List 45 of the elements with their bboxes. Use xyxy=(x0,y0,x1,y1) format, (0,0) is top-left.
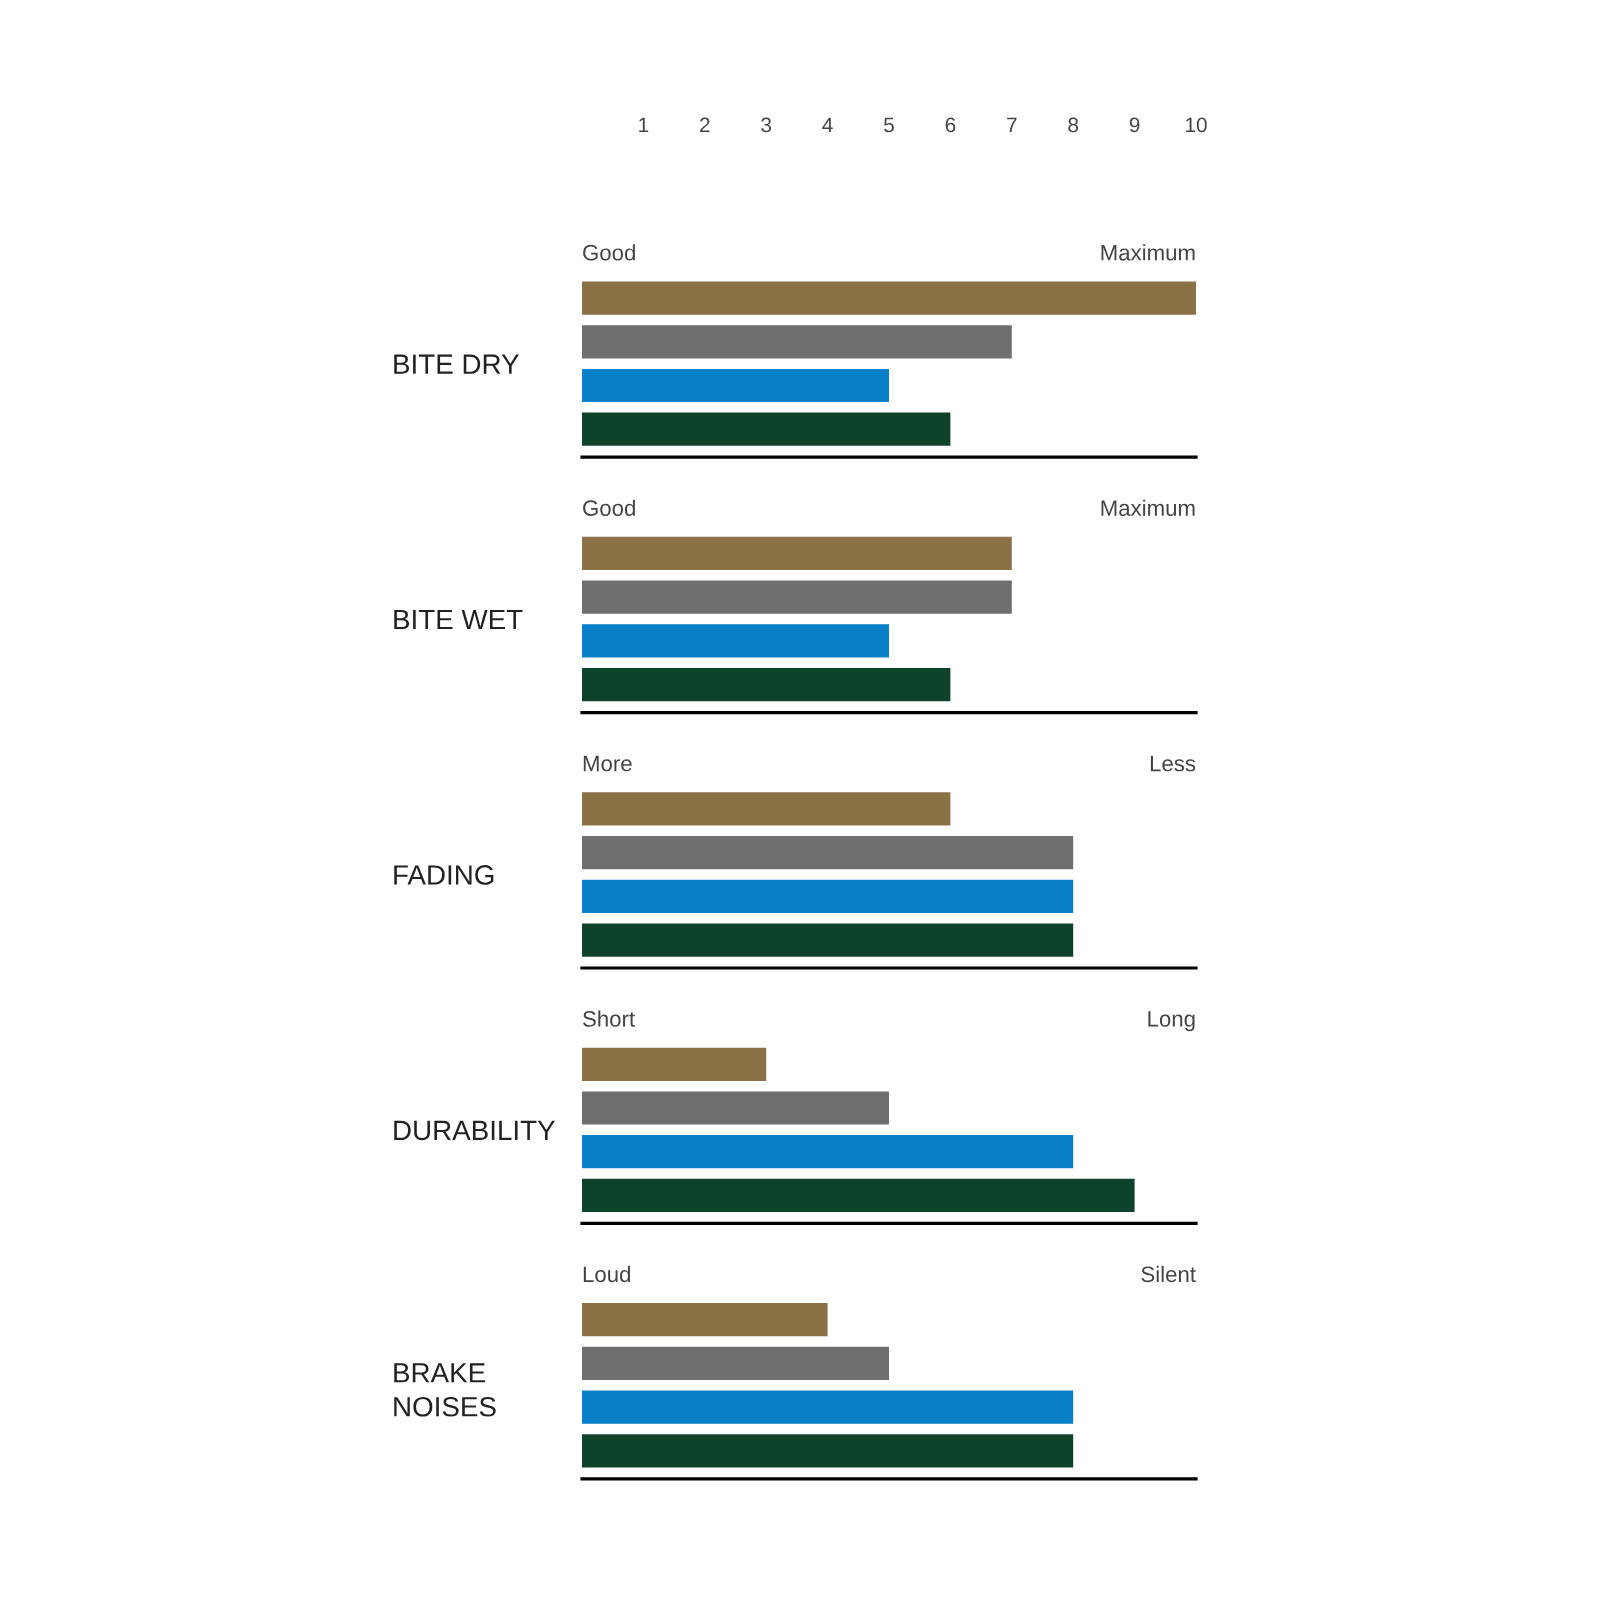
bar xyxy=(582,792,951,826)
annotation: Less xyxy=(1150,755,1196,772)
bar xyxy=(582,1135,1074,1169)
y-tick-label: FADING xyxy=(394,865,494,885)
bar xyxy=(582,1178,1135,1213)
bar xyxy=(582,536,1012,571)
y-tick-label: BRAKE NOISES xyxy=(394,1363,496,1417)
bar xyxy=(582,580,1012,614)
bar xyxy=(582,1303,828,1337)
bar xyxy=(582,835,1074,870)
y-tick-label: DURABILITY xyxy=(394,1120,555,1141)
bar xyxy=(582,325,1012,359)
bar xyxy=(582,1434,1074,1468)
bar xyxy=(582,281,1196,315)
bar xyxy=(582,923,1074,957)
x-tick-label: 7 xyxy=(1007,117,1017,133)
x-tick-label: 4 xyxy=(822,117,833,133)
bar xyxy=(582,668,951,702)
annotation: Maximum xyxy=(1101,499,1195,516)
y-tick-label: BITE WET xyxy=(394,610,523,630)
x-tick-label: 6 xyxy=(945,117,956,133)
annotation: More xyxy=(583,755,632,772)
bar xyxy=(582,1346,889,1381)
annotation: Maximum xyxy=(1101,244,1195,261)
x-tick-label: 9 xyxy=(1129,117,1140,133)
x-tick-label: 8 xyxy=(1068,117,1079,133)
x-tick-label: 3 xyxy=(761,117,772,133)
bar xyxy=(582,368,889,403)
x-tick-label: 10 xyxy=(1186,117,1207,133)
x-tick-label: 1 xyxy=(639,117,649,133)
bar xyxy=(582,879,1074,913)
annotation: Long xyxy=(1148,1011,1195,1032)
annotation: Short xyxy=(583,1010,635,1027)
bar xyxy=(582,1047,767,1081)
bar xyxy=(582,412,951,446)
annotation: Good xyxy=(583,499,635,516)
annotation: Good xyxy=(583,244,635,261)
annotation: Loud xyxy=(583,1265,630,1283)
x-tick-label: 5 xyxy=(884,117,894,133)
bar xyxy=(582,624,889,658)
y-tick-label: BITE DRY xyxy=(394,354,520,374)
x-tick-label: 2 xyxy=(700,117,710,133)
annotation: Silent xyxy=(1141,1265,1196,1283)
bar xyxy=(582,1091,889,1125)
bar xyxy=(582,1390,1074,1424)
